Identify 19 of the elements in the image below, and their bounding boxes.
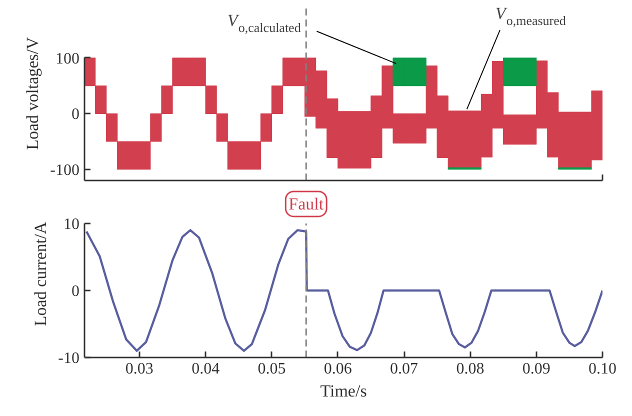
y-tick-label: 100: [56, 50, 80, 68]
line-series: [85, 229, 602, 352]
x-tick-label: 0.07: [390, 360, 418, 378]
x-tick-label: 0.10: [588, 360, 616, 378]
x-tick-label: 0.04: [192, 360, 220, 378]
y-tick-label: 0: [72, 106, 80, 124]
x-tick-label: 0.03: [125, 360, 154, 378]
ref-line-label: Fault: [288, 194, 324, 214]
y-tick-label: 0: [72, 282, 80, 300]
x-tick-label: 0.06: [324, 360, 352, 378]
y-tick-label: -100: [50, 162, 80, 179]
y-axis-title: Load voltages/V: [23, 36, 42, 150]
y-tick-label: -10: [58, 350, 80, 367]
x-tick-label: 0.05: [258, 360, 286, 378]
x-tick-label: 0.09: [522, 360, 550, 378]
x-axis-title: Time/s: [320, 382, 367, 400]
x-tick-label: 0.08: [456, 360, 484, 378]
y-axis-title: Load current/A: [31, 221, 50, 326]
y-tick-label: 10: [64, 216, 80, 233]
